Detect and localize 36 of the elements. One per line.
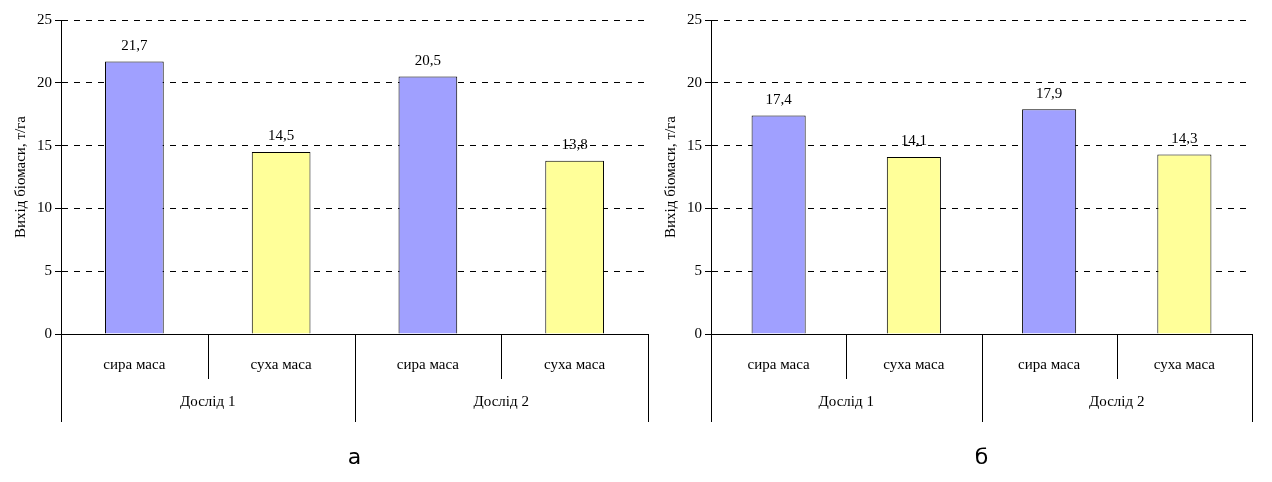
- y-axis-title: Вихід біомаси, т/га: [11, 115, 28, 238]
- data-label: 20,5: [414, 51, 441, 68]
- x-tick-label: суха маса: [544, 355, 606, 372]
- y-tick-label: 20: [687, 73, 702, 90]
- x-tick-label: суха маса: [1153, 355, 1216, 372]
- y-tick-label: 0: [44, 324, 52, 341]
- y-tick-label: 15: [37, 136, 52, 153]
- x-tick-label: сира маса: [1018, 355, 1081, 372]
- x-axis-title: б: [974, 443, 989, 469]
- text: Дослід 1: [180, 392, 236, 409]
- y-tick-label: 25: [687, 10, 702, 27]
- x-tick-label: суха маса: [250, 355, 313, 372]
- data-label: 14,1: [900, 132, 927, 149]
- data-label: 21,7: [121, 36, 148, 53]
- data-label: 17,9: [1036, 84, 1063, 101]
- data-label: 14,5: [268, 127, 295, 144]
- x-tick-label: суха маса: [883, 355, 945, 372]
- text: Дослід 2: [473, 392, 529, 409]
- y-tick-label: 0: [694, 324, 702, 341]
- text: Дослід 1: [818, 392, 874, 409]
- data-label: 14,3: [1171, 129, 1198, 146]
- y-tick-label: 5: [44, 262, 52, 279]
- y-tick-label: 15: [687, 136, 702, 153]
- data-label: 17,4: [765, 90, 793, 107]
- x-tick-label: сира маса: [103, 355, 166, 372]
- y-tick-label: 5: [694, 262, 702, 279]
- y-tick-label: 25: [37, 10, 52, 27]
- x-tick-label: сира маса: [396, 355, 460, 372]
- y-axis-title: Вихід біомаси, т/га: [661, 115, 678, 238]
- y-tick-label: 10: [37, 199, 52, 216]
- x-tick-label: сира маса: [747, 355, 811, 372]
- x-axis-title: а: [347, 443, 362, 469]
- text: Дослід 2: [1089, 392, 1145, 409]
- data-label: 13,8: [561, 136, 588, 153]
- y-tick-label: 20: [37, 73, 52, 90]
- y-tick-label: 10: [687, 199, 702, 216]
